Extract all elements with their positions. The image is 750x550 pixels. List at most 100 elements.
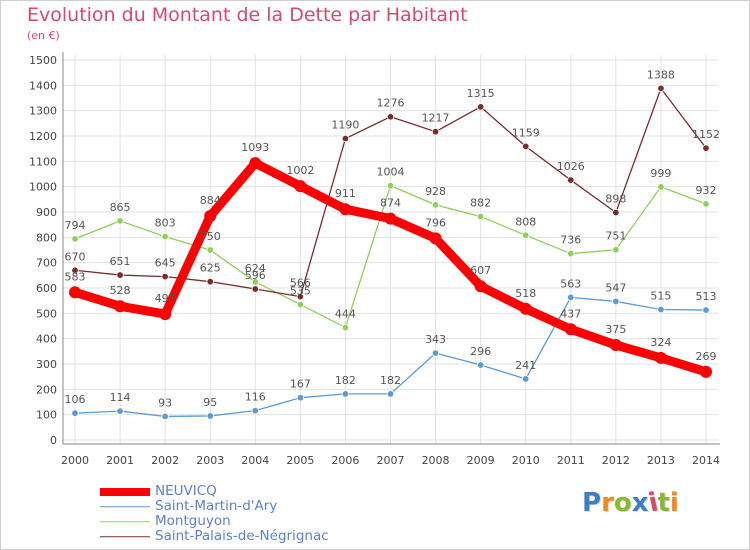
data-point (386, 113, 395, 121)
data-label: 93 (158, 396, 172, 409)
data-label: 794 (65, 219, 86, 232)
data-label: 596 (245, 269, 266, 282)
data-point (476, 361, 485, 369)
data-label: 375 (605, 323, 626, 336)
data-label: 241 (515, 359, 536, 372)
data-point (657, 84, 665, 93)
y-tick-label: 0 (50, 434, 57, 447)
data-point (116, 217, 124, 225)
data-point (522, 375, 530, 383)
data-point (204, 210, 217, 223)
data-point (476, 103, 485, 111)
x-tick-label: 2011 (557, 454, 585, 467)
data-point (700, 365, 712, 378)
y-tick-label: 500 (36, 307, 57, 320)
x-tick-label: 2007 (377, 454, 405, 467)
data-point (567, 249, 575, 258)
data-label: 932 (696, 184, 717, 197)
data-point (71, 235, 79, 243)
data-point (431, 127, 440, 136)
x-tick-label: 2001 (106, 454, 134, 467)
data-label: 296 (470, 345, 491, 358)
data-point (702, 144, 710, 152)
proxiti-logo: Proxiti (582, 487, 679, 519)
legend-item: NEUVICQ (100, 484, 460, 499)
data-label: 736 (560, 234, 581, 247)
y-tick-label: 1400 (29, 79, 57, 92)
data-label: 911 (335, 187, 356, 200)
legend-item: Saint-Martin-d'Ary (100, 499, 460, 514)
data-label: 513 (696, 290, 717, 303)
data-label: 547 (605, 281, 626, 294)
legend-label: NEUVICQ (155, 483, 217, 499)
data-label: 343 (425, 333, 446, 346)
legend-item: Saint-Palais-de-Négrignac (100, 529, 460, 544)
data-label: 625 (200, 262, 221, 275)
data-label: 1002 (286, 164, 314, 177)
data-label: 1190 (331, 119, 359, 132)
data-point (341, 323, 350, 332)
x-tick-label: 2006 (331, 454, 359, 467)
x-tick-label: 2010 (512, 454, 540, 467)
data-label: 535 (290, 284, 311, 297)
y-tick-label: 300 (36, 358, 57, 371)
data-label: 651 (110, 255, 131, 268)
data-point (386, 181, 395, 190)
data-label: 1388 (647, 68, 675, 81)
y-tick-label: 1500 (29, 54, 57, 67)
data-label: 167 (290, 378, 311, 391)
y-tick-label: 1100 (29, 155, 57, 168)
data-point (161, 232, 169, 241)
x-tick-label: 2002 (151, 454, 179, 467)
y-tick-label: 1200 (29, 130, 57, 143)
data-label: 1276 (377, 97, 405, 110)
data-point (657, 183, 665, 191)
data-point (612, 297, 620, 306)
data-point (114, 300, 127, 313)
data-point (69, 286, 81, 299)
data-label: 750 (200, 230, 221, 243)
legend-swatch (100, 535, 150, 538)
data-label: 1315 (467, 87, 495, 100)
data-label: 116 (245, 391, 266, 404)
data-label: 563 (560, 277, 581, 290)
data-label: 751 (605, 230, 626, 243)
data-point (386, 390, 395, 398)
data-point (161, 272, 169, 281)
data-point (161, 412, 169, 421)
data-label: 437 (560, 307, 581, 320)
x-tick-label: 2014 (692, 454, 720, 467)
data-label: 515 (650, 290, 671, 303)
data-label: 645 (155, 257, 176, 270)
legend-swatch (100, 487, 150, 496)
x-tick-label: 2003 (196, 454, 224, 467)
data-label: 444 (335, 308, 356, 321)
x-tick-label: 2009 (467, 454, 495, 467)
data-point (567, 293, 575, 302)
data-point (294, 180, 307, 193)
data-label: 884 (200, 194, 221, 207)
x-tick-label: 2012 (602, 454, 630, 467)
data-label: 882 (470, 197, 491, 210)
y-tick-label: 900 (36, 206, 57, 219)
y-tick-label: 800 (36, 231, 57, 244)
y-tick-label: 200 (36, 383, 57, 396)
data-point (654, 351, 667, 364)
data-point (702, 200, 710, 208)
data-point (431, 201, 440, 209)
data-point (249, 157, 262, 170)
legend-label: Saint-Palais-de-Négrignac (155, 528, 329, 544)
data-point (296, 292, 305, 301)
legend: NEUVICQ Saint-Martin-d'Ary Montguyon Saint-… (100, 484, 460, 544)
data-point (522, 142, 530, 151)
data-point (519, 302, 532, 315)
data-label: 796 (425, 216, 446, 229)
legend-label: Montguyon (155, 513, 231, 529)
data-point (339, 203, 352, 216)
data-label: 928 (425, 185, 446, 198)
data-point (341, 134, 350, 143)
data-point (384, 212, 397, 225)
data-point (609, 339, 622, 351)
y-tick-label: 1300 (29, 105, 57, 118)
y-tick-label: 1000 (29, 181, 57, 194)
